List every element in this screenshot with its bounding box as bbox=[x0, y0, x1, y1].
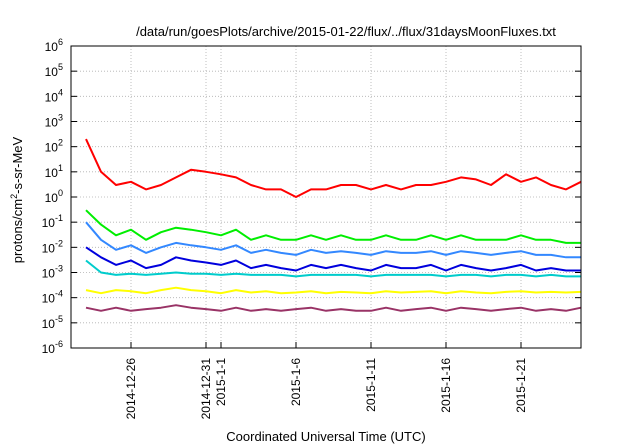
y-axis-label-prefix: protons/cm bbox=[10, 199, 25, 263]
x-axis-label: Coordinated Universal Time (UTC) bbox=[226, 429, 425, 444]
series-line bbox=[85, 221, 581, 259]
series-line bbox=[85, 209, 581, 244]
y-tick-label: 101 bbox=[45, 163, 63, 180]
y-tick-label: 102 bbox=[45, 138, 63, 155]
y-tick-label: 104 bbox=[45, 87, 63, 104]
y-axis-label-suffix: -s-sr-MeV bbox=[10, 136, 25, 193]
x-tick-label: 2015-1-16 bbox=[439, 358, 453, 413]
y-tick-label: 10-5 bbox=[42, 314, 63, 331]
y-tick-label: 106 bbox=[45, 37, 63, 54]
y-axis-label: protons/cm2-s-sr-MeV bbox=[9, 136, 25, 263]
series-line bbox=[85, 304, 582, 312]
series-lines bbox=[85, 138, 582, 312]
x-tick-label: 2015-1-6 bbox=[289, 358, 303, 406]
y-tick-label: 10-1 bbox=[42, 213, 63, 230]
y-tick-label: 10-6 bbox=[42, 339, 63, 356]
x-axis-ticks: 2014-12-26 2014-12-31 2015-1-1 2015-1-6 2015… bbox=[124, 342, 528, 419]
y-tick-label: 105 bbox=[45, 62, 63, 79]
series-line bbox=[85, 286, 582, 295]
y-tick-label: 10-3 bbox=[42, 264, 63, 281]
y-tick-label: 100 bbox=[45, 188, 63, 205]
series-line bbox=[85, 138, 582, 198]
x-tick-label: 2015-1-1 bbox=[214, 358, 228, 406]
x-tick-label: 2015-1-21 bbox=[514, 358, 528, 413]
series-line bbox=[85, 246, 581, 272]
x-tick-label: 2014-12-31 bbox=[199, 358, 213, 420]
x-tick-label: 2014-12-26 bbox=[124, 358, 138, 420]
y-tick-label: 10-4 bbox=[42, 289, 63, 306]
series-line bbox=[85, 259, 581, 278]
y-axis-ticks: 10-6 10-5 10-4 10-3 10-2 10-1 100 101 102 103 104 1… bbox=[42, 37, 581, 356]
grid-lines bbox=[71, 46, 581, 348]
y-tick-label: 103 bbox=[45, 113, 63, 130]
y-axis-label-superscript: 2 bbox=[9, 194, 19, 199]
x-tick-label: 2015-1-11 bbox=[364, 358, 378, 412]
y-tick-label: 10-2 bbox=[42, 238, 63, 255]
chart-title: /data/run/goesPlots/archive/2015-01-22/f… bbox=[136, 24, 556, 39]
